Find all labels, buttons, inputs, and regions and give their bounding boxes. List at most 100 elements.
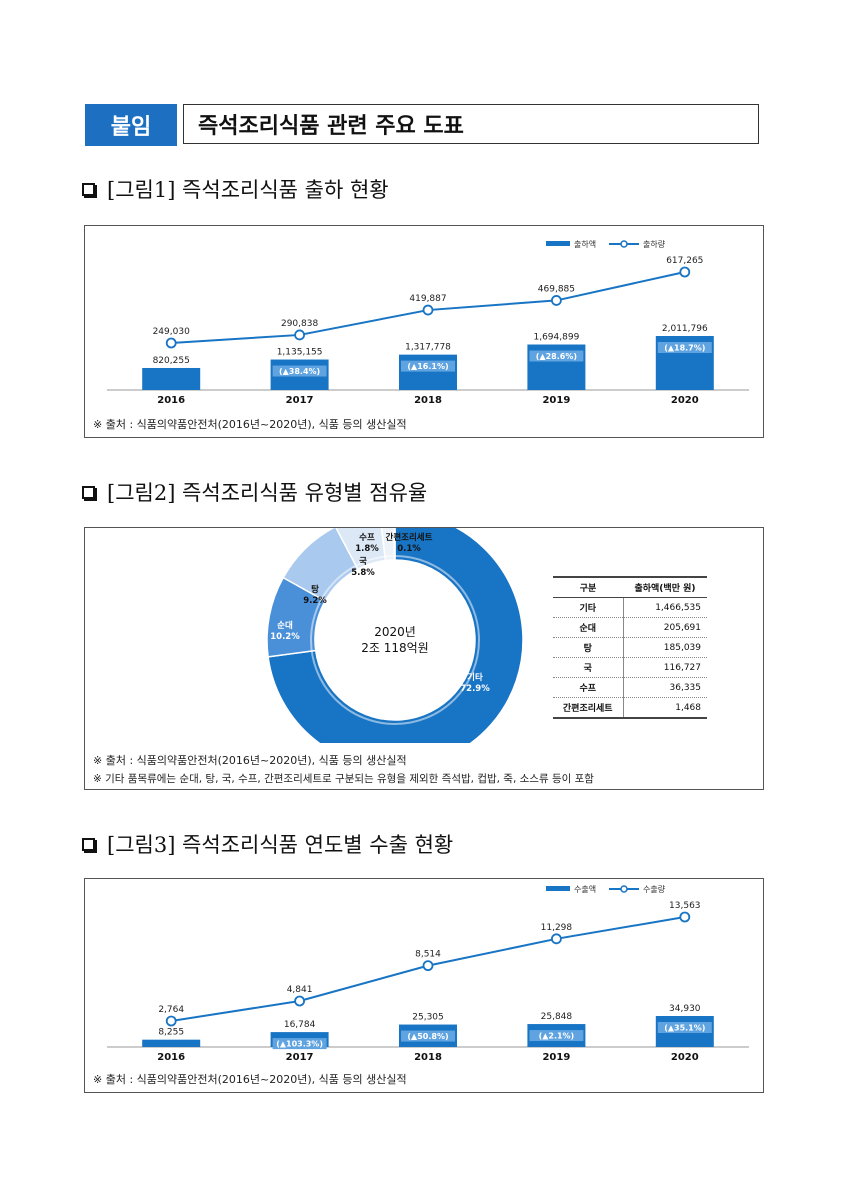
bar-value-label: 25,305 xyxy=(412,1013,444,1023)
fig2-heading: [그림2] 즉석조리식품 유형별 점유율 xyxy=(82,477,427,507)
slice-pct-label: 9.2% xyxy=(303,596,327,606)
growth-label: (▲2.1%) xyxy=(539,1032,575,1041)
fig2-title: [그림2] 즉석조리식품 유형별 점유율 xyxy=(107,481,428,505)
table-header-cell: 출하액(백만 원) xyxy=(623,576,707,598)
table-cell-category: 탕 xyxy=(553,637,624,658)
growth-badge xyxy=(272,1038,327,1050)
line-point xyxy=(550,933,562,945)
fig2-source: ※ 출처 : 식품의약품안전처(2016년~2020년), 식품 등의 생산실적 xyxy=(93,754,407,767)
x-tick-label: 2020 xyxy=(671,395,699,406)
x-tick-label: 2017 xyxy=(286,395,314,406)
fig1-heading: [그림1] 즉석조리식품 출하 현황 xyxy=(82,174,389,204)
line-point xyxy=(422,304,434,316)
x-tick-label: 2020 xyxy=(671,1052,699,1063)
table-cell-category: 간편조리세트 xyxy=(553,697,624,719)
line-value-label: 290,838 xyxy=(281,319,318,329)
legend-label: 수출액 xyxy=(574,884,596,894)
donut-inner-ring xyxy=(310,555,480,725)
fig3-title: [그림3] 즉석조리식품 연도별 수출 현황 xyxy=(107,833,454,857)
table-cell-category: 순대 xyxy=(553,617,624,638)
legend-label: 출하량 xyxy=(643,239,666,249)
slice-pct-label: 5.8% xyxy=(351,568,375,578)
checkbox-square-icon xyxy=(82,837,95,851)
line-point xyxy=(422,960,434,972)
fig1-source: ※ 출처 : 식품의약품안전처(2016년~2020년), 식품 등의 생산실적 xyxy=(93,418,407,431)
legend-label: 수출량 xyxy=(643,884,666,894)
legend-line-marker xyxy=(620,240,628,248)
table-header-cell: 구분 xyxy=(553,576,623,598)
slice-pct-label: 1.8% xyxy=(355,544,379,554)
fig3-panel: 수출액 수출량 8,255 2016 16,784 (▲103.3%) 2017 25,305… xyxy=(84,878,764,1093)
table-row: 탕 185,039 xyxy=(553,637,707,658)
growth-badge xyxy=(529,350,584,362)
slice-pct-label: 72.9% xyxy=(460,684,490,694)
bar-value-label: 16,784 xyxy=(284,1020,316,1030)
x-tick-label: 2018 xyxy=(414,395,442,406)
x-tick-label: 2016 xyxy=(157,395,185,406)
table-cell-value: 185,039 xyxy=(623,637,707,658)
donut-center-year: 2020년 xyxy=(374,625,416,639)
donut-slice-기타 xyxy=(267,528,524,743)
bar-value-label: 1,135,155 xyxy=(277,348,323,358)
header-badge: 붙임 xyxy=(85,104,177,146)
growth-badge xyxy=(272,365,327,377)
slice-name-label: 탕 xyxy=(311,584,319,595)
line-point xyxy=(294,995,306,1007)
slice-name-label: 국 xyxy=(359,557,367,567)
growth-label: (▲38.4%) xyxy=(279,367,320,376)
growth-label: (▲35.1%) xyxy=(664,1024,705,1033)
slice-pct-label: 0.1% xyxy=(397,544,421,554)
fig1-panel: 출하액 출하량 820,255 2016 1,135,155 (▲38.4%) 2017 1,… xyxy=(84,225,764,438)
growth-label: (▲103.3%) xyxy=(276,1040,323,1049)
x-tick-label: 2017 xyxy=(286,1052,314,1063)
growth-badge xyxy=(657,1022,712,1033)
bar-value-label: 34,930 xyxy=(669,1004,701,1014)
table-row: 간편조리세트 1,468 xyxy=(553,697,707,719)
bar-value-label: 1,317,778 xyxy=(405,343,451,353)
line-value-label: 8,514 xyxy=(415,950,441,960)
bar-value-label: 1,694,899 xyxy=(533,333,579,343)
checkbox-square-icon xyxy=(82,485,95,499)
slice-name-label: 간편조리세트 xyxy=(386,532,433,543)
fig3-heading: [그림3] 즉석조리식품 연도별 수출 현황 xyxy=(82,829,453,859)
table-cell-value: 116,727 xyxy=(623,657,707,678)
line-value-label: 469,885 xyxy=(538,284,575,294)
line-point xyxy=(550,295,562,306)
bar-value-label: 820,255 xyxy=(153,356,190,366)
table-cell-category: 기타 xyxy=(553,597,624,618)
line-value-label: 249,030 xyxy=(153,327,190,337)
donut-slice-간편조리세트 xyxy=(393,528,396,561)
slice-name-label: 순대 xyxy=(277,620,293,631)
bar-2018 xyxy=(399,354,457,390)
x-tick-label: 2019 xyxy=(542,395,570,406)
bar-value-label: 25,848 xyxy=(541,1012,573,1022)
growth-label: (▲18.7%) xyxy=(664,344,705,353)
table-row: 기타 1,466,535 xyxy=(553,597,707,618)
fig1-chart: 출하액 출하량 820,255 2016 1,135,155 (▲38.4%) 2017 1,… xyxy=(107,239,749,406)
table-cell-category: 수프 xyxy=(553,677,624,698)
line-point xyxy=(679,911,691,923)
fig2-panel: 2020년 2조 118억원 기타 72.9% 순대 10.2% 탕 9.2% 국 5.8% 수프 1… xyxy=(84,527,764,790)
slice-pct-label: 10.2% xyxy=(270,632,300,642)
table-cell-value: 205,691 xyxy=(623,617,707,638)
table-row: 국 116,727 xyxy=(553,657,707,678)
growth-label: (▲16.1%) xyxy=(407,362,448,371)
fig3-chart: 수출액 수출량 8,255 2016 16,784 (▲103.3%) 2017 25,305… xyxy=(107,884,749,1063)
line-point xyxy=(679,266,691,278)
fig2-table: 구분 출하액(백만 원) 기타 1,466,535 순대 205,691 탕 185,03… xyxy=(553,576,707,719)
bar-2016 xyxy=(142,367,201,390)
table-row: 순대 205,691 xyxy=(553,617,707,638)
x-tick-label: 2019 xyxy=(542,1052,570,1063)
bar-value-label: 2,011,796 xyxy=(662,324,708,334)
legend-bar-swatch xyxy=(546,886,570,891)
table-cell-value: 1,466,535 xyxy=(623,597,707,618)
table-cell-category: 국 xyxy=(553,657,624,678)
bar-value-label: 8,255 xyxy=(158,1028,184,1038)
table-row: 수프 36,335 xyxy=(553,677,707,698)
line-point xyxy=(165,1015,177,1027)
line-value-label: 13,563 xyxy=(669,901,701,911)
line-value-label: 419,887 xyxy=(409,294,446,304)
fig2-table-wrap: 구분 출하액(백만 원) 기타 1,466,535 순대 205,691 탕 185,03… xyxy=(553,576,707,719)
line-value-label: 4,841 xyxy=(287,985,313,995)
